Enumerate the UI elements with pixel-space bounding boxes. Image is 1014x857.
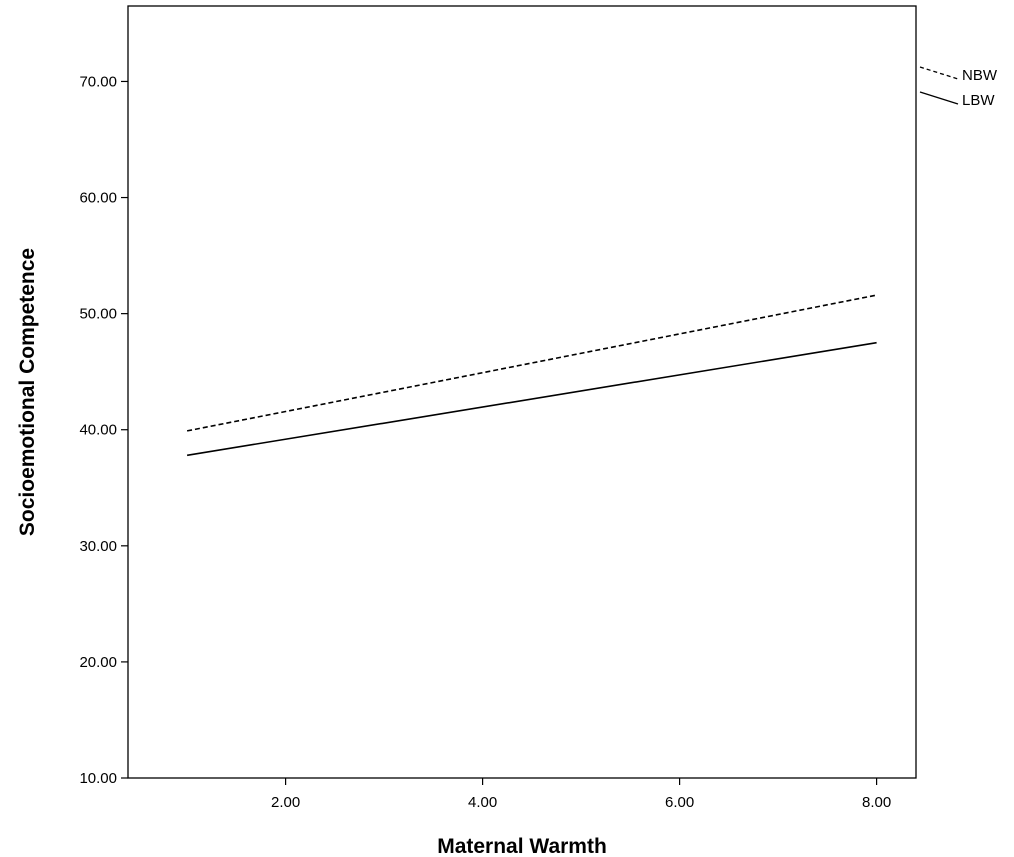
legend-line-nbw xyxy=(919,66,959,80)
series-line-lbw xyxy=(186,341,877,457)
legend-label-nbw: NBW xyxy=(962,67,998,84)
legend: NBW LBW xyxy=(919,66,998,109)
series-line-nbw xyxy=(186,294,877,432)
legend-line-lbw xyxy=(919,91,959,105)
x-tick-label: 2.00 xyxy=(271,794,300,811)
y-tick-label: 20.00 xyxy=(79,654,117,671)
x-axis: 2.00 4.00 6.00 8.00 xyxy=(271,778,891,811)
x-tick-label: 4.00 xyxy=(468,794,497,811)
y-tick-label: 60.00 xyxy=(79,190,117,207)
x-tick-label: 6.00 xyxy=(665,794,694,811)
x-tick-label: 8.00 xyxy=(862,794,891,811)
y-tick-label: 50.00 xyxy=(79,306,117,323)
y-tick-label: 70.00 xyxy=(79,73,117,90)
y-axis: 10.00 20.00 30.00 40.00 50.00 60.00 70.00 xyxy=(79,73,128,787)
y-tick-label: 40.00 xyxy=(79,422,117,439)
plot-frame xyxy=(127,5,917,779)
legend-label-lbw: LBW xyxy=(962,92,995,109)
y-axis-title: Socioemotional Competence xyxy=(16,248,39,536)
series-layer xyxy=(186,294,877,457)
y-tick-label: 10.00 xyxy=(79,770,117,787)
x-axis-title: Maternal Warmth xyxy=(437,835,607,857)
y-tick-label: 30.00 xyxy=(79,538,117,555)
